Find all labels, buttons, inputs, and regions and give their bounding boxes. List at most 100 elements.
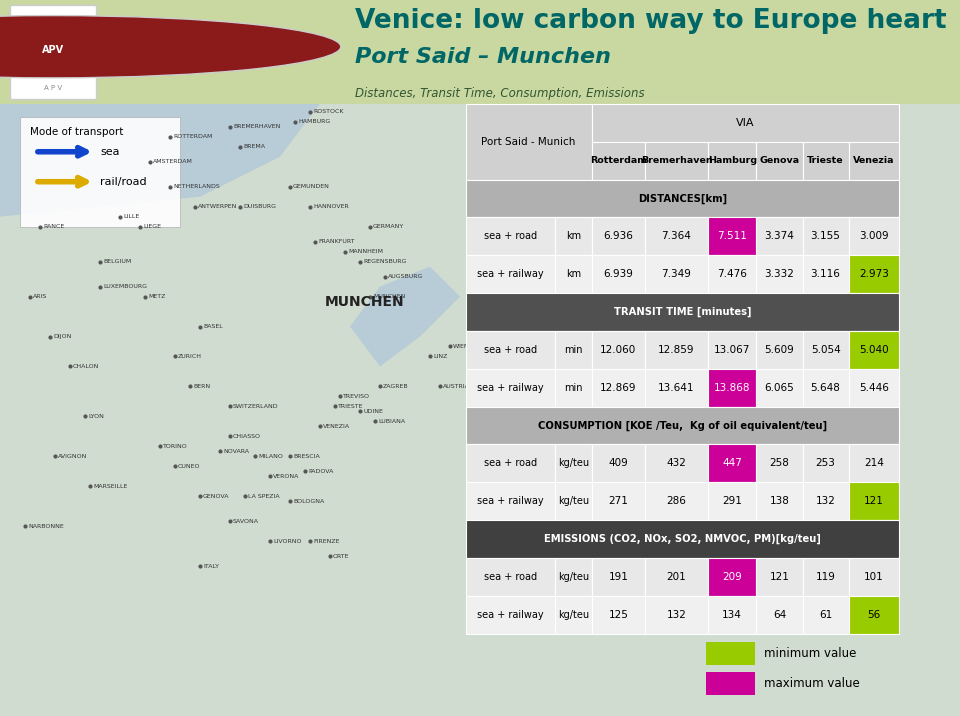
Text: sea + road: sea + road: [484, 231, 537, 241]
Bar: [591, 255, 645, 293]
Bar: [803, 558, 849, 596]
Bar: [756, 445, 803, 483]
Text: AMSTERDAM: AMSTERDAM: [153, 159, 193, 164]
Text: HANNOVER: HANNOVER: [313, 204, 348, 209]
Text: 201: 201: [666, 572, 686, 582]
Text: LUXEMBOURG: LUXEMBOURG: [103, 284, 147, 289]
Text: 5.446: 5.446: [859, 382, 889, 392]
Polygon shape: [0, 104, 320, 217]
Bar: [466, 558, 555, 596]
Text: 7.476: 7.476: [717, 269, 747, 279]
Text: sea: sea: [100, 147, 119, 157]
Bar: [803, 331, 849, 369]
Bar: [706, 642, 755, 664]
Text: 409: 409: [609, 458, 628, 468]
Bar: [466, 520, 900, 558]
Text: 214: 214: [864, 458, 884, 468]
Text: HUNGARY: HUNGARY: [533, 324, 564, 329]
Text: BOLOGNA: BOLOGNA: [293, 499, 324, 504]
Bar: [555, 331, 591, 369]
Bar: [803, 255, 849, 293]
Text: 3.116: 3.116: [810, 269, 841, 279]
Text: MARSEILLE: MARSEILLE: [93, 484, 128, 489]
Text: BASEL: BASEL: [203, 324, 223, 329]
Text: 7.511: 7.511: [717, 231, 747, 241]
Bar: [645, 369, 708, 407]
Bar: [466, 293, 900, 331]
Text: BRESCIA: BRESCIA: [293, 454, 320, 459]
Text: sea + railway: sea + railway: [477, 610, 543, 620]
Bar: [756, 142, 803, 180]
Bar: [555, 218, 591, 255]
Text: SERBIA: SERBIA: [563, 224, 586, 229]
Text: BRATISLAVA: BRATISLAVA: [523, 374, 561, 379]
Bar: [466, 369, 555, 407]
Bar: [849, 331, 900, 369]
Text: 12.869: 12.869: [600, 382, 636, 392]
Text: AUGSBURG: AUGSBURG: [388, 274, 423, 279]
Bar: [708, 255, 756, 293]
Bar: [756, 483, 803, 520]
Text: SERI: SERI: [563, 194, 577, 199]
Text: 138: 138: [770, 496, 789, 506]
Text: minimum value: minimum value: [764, 647, 856, 659]
Bar: [10, 5, 96, 99]
Bar: [591, 331, 645, 369]
Bar: [756, 558, 803, 596]
Text: min: min: [564, 345, 583, 355]
Bar: [645, 483, 708, 520]
Bar: [645, 558, 708, 596]
Bar: [466, 483, 555, 520]
Bar: [591, 369, 645, 407]
Text: ITALY: ITALY: [203, 563, 219, 569]
Bar: [708, 331, 756, 369]
Bar: [645, 255, 708, 293]
Text: sea + road: sea + road: [484, 458, 537, 468]
Bar: [708, 142, 756, 180]
Text: Genova: Genova: [759, 156, 800, 165]
Text: 5.054: 5.054: [810, 345, 840, 355]
Text: kg/teu: kg/teu: [558, 610, 589, 620]
Text: km: km: [565, 231, 581, 241]
Text: CUNEO: CUNEO: [178, 464, 201, 469]
Bar: [645, 218, 708, 255]
Text: rail/road: rail/road: [100, 177, 147, 187]
Bar: [591, 142, 645, 180]
Bar: [708, 483, 756, 520]
Text: LIEGE: LIEGE: [143, 224, 161, 229]
Text: 3.009: 3.009: [859, 231, 889, 241]
Text: SPLIT: SPLIT: [513, 164, 530, 169]
Bar: [591, 445, 645, 483]
Bar: [466, 255, 555, 293]
Text: SWITZERLAND: SWITZERLAND: [233, 404, 278, 409]
Text: BREMERHAVEN: BREMERHAVEN: [233, 125, 280, 130]
Text: ZAGREB: ZAGREB: [383, 384, 409, 389]
Text: LILLE: LILLE: [123, 214, 139, 219]
Text: LYON: LYON: [88, 414, 104, 419]
Bar: [555, 483, 591, 520]
Text: LUBIANA: LUBIANA: [378, 419, 405, 424]
Bar: [803, 218, 849, 255]
Text: UDINE: UDINE: [363, 409, 383, 414]
Text: ANTWERPEN: ANTWERPEN: [198, 204, 237, 209]
Text: kg/teu: kg/teu: [558, 458, 589, 468]
Text: FIRENZE: FIRENZE: [313, 538, 340, 543]
Text: 258: 258: [770, 458, 789, 468]
Text: sea + railway: sea + railway: [477, 382, 543, 392]
Text: SARAJEVO: SARAJEVO: [483, 204, 515, 209]
Bar: [555, 445, 591, 483]
Text: 3.155: 3.155: [810, 231, 841, 241]
Bar: [849, 596, 900, 634]
Bar: [803, 369, 849, 407]
Bar: [849, 445, 900, 483]
Bar: [803, 445, 849, 483]
Text: MANNHEIM: MANNHEIM: [348, 249, 383, 254]
Text: sea + road: sea + road: [484, 345, 537, 355]
Text: VENEZIA: VENEZIA: [323, 424, 350, 429]
Text: 5.648: 5.648: [810, 382, 841, 392]
Text: NARBONNE: NARBONNE: [28, 524, 63, 528]
Text: 5.040: 5.040: [859, 345, 889, 355]
Text: 5.609: 5.609: [764, 345, 794, 355]
Text: Rotterdam: Rotterdam: [589, 156, 647, 165]
Bar: [803, 596, 849, 634]
